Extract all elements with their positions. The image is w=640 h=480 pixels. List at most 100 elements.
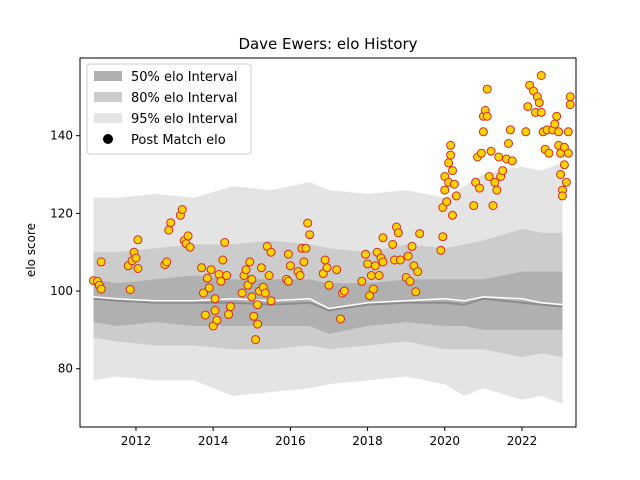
- x-tick-label: 2020: [429, 434, 460, 448]
- post-match-elo-point: [362, 250, 370, 258]
- post-match-elo-point: [238, 289, 246, 297]
- post-match-elo-point: [250, 312, 258, 320]
- post-match-elo-point: [304, 219, 312, 227]
- post-match-elo-point: [551, 120, 559, 128]
- post-match-elo-point: [306, 231, 314, 239]
- x-tick-label: 2014: [198, 434, 229, 448]
- post-match-elo-point: [246, 258, 254, 266]
- post-match-elo-point: [396, 256, 404, 264]
- legend: 50% elo Interval 80% elo Interval 95% elo …: [87, 64, 251, 154]
- post-match-elo-point: [404, 252, 412, 260]
- post-match-elo-point: [412, 288, 420, 296]
- post-match-elo-point: [358, 277, 366, 285]
- post-match-elo-point: [219, 256, 227, 264]
- post-match-elo-point: [452, 192, 460, 200]
- post-match-elo-point: [213, 316, 221, 324]
- legend-swatch: [94, 71, 122, 81]
- post-match-elo-point: [321, 256, 329, 264]
- x-tick-label: 2012: [121, 434, 152, 448]
- post-match-elo-point: [211, 295, 219, 303]
- legend-label: 50% elo Interval: [131, 70, 238, 85]
- post-match-elo-point: [126, 286, 134, 294]
- post-match-elo-point: [340, 287, 348, 295]
- post-match-elo-point: [499, 167, 507, 175]
- legend-label: 95% elo Interval: [131, 112, 238, 127]
- post-match-elo-point: [201, 311, 209, 319]
- post-match-elo-point: [447, 151, 455, 159]
- post-match-elo-point: [470, 202, 478, 210]
- x-tick-label: 2018: [352, 434, 383, 448]
- post-match-elo-point: [163, 258, 171, 266]
- post-match-elo-point: [559, 192, 567, 200]
- post-match-elo-point: [198, 264, 206, 272]
- legend-swatch: [94, 113, 122, 123]
- post-match-elo-point: [476, 184, 484, 192]
- post-match-elo-point: [300, 258, 308, 266]
- post-match-elo-point: [557, 171, 565, 179]
- post-match-elo-point: [493, 186, 501, 194]
- post-match-elo-point: [416, 230, 424, 238]
- post-match-elo-point: [225, 310, 233, 318]
- post-match-elo-point: [261, 289, 269, 297]
- post-match-elo-point: [132, 254, 140, 262]
- post-match-elo-point: [505, 140, 513, 148]
- y-axis-title: elo score: [24, 223, 38, 277]
- post-match-elo-point: [449, 167, 457, 175]
- post-match-elo-point: [483, 112, 491, 120]
- post-match-elo-point: [248, 275, 256, 283]
- x-tick-label: 2022: [507, 434, 538, 448]
- post-match-elo-point: [364, 260, 372, 268]
- post-match-elo-point: [437, 246, 445, 254]
- x-tick-label: 2016: [275, 434, 306, 448]
- post-match-elo-point: [450, 180, 458, 188]
- post-match-elo-point: [535, 99, 543, 107]
- post-match-elo-point: [555, 128, 563, 136]
- post-match-elo-point: [447, 141, 455, 149]
- post-match-elo-point: [394, 229, 402, 237]
- chart-title: Dave Ewers: elo History: [238, 35, 417, 53]
- post-match-elo-point: [553, 112, 561, 120]
- post-match-elo-point: [367, 272, 375, 280]
- post-match-elo-point: [445, 159, 453, 167]
- post-match-elo-point: [566, 101, 574, 109]
- post-match-elo-point: [97, 258, 105, 266]
- post-match-elo-point: [186, 243, 194, 251]
- post-match-elo-point: [286, 262, 294, 270]
- y-tick-label: 140: [50, 129, 73, 143]
- post-match-elo-point: [257, 264, 265, 272]
- post-match-elo-point: [97, 285, 105, 293]
- post-match-elo-point: [134, 236, 142, 244]
- post-match-elo-point: [487, 147, 495, 155]
- post-match-elo-point: [254, 320, 262, 328]
- post-match-elo-point: [537, 72, 545, 80]
- post-match-elo-point: [205, 284, 213, 292]
- post-match-elo-point: [134, 265, 142, 273]
- post-match-elo-point: [508, 157, 516, 165]
- post-match-elo-point: [371, 262, 379, 270]
- post-match-elo-point: [252, 336, 260, 344]
- y-tick-label: 80: [58, 362, 73, 376]
- post-match-elo-point: [211, 307, 219, 315]
- post-match-elo-point: [178, 206, 186, 214]
- post-match-elo-point: [296, 272, 304, 280]
- post-match-elo-point: [265, 272, 273, 280]
- post-match-elo-point: [408, 242, 416, 250]
- post-match-elo-point: [489, 202, 497, 210]
- post-match-elo-point: [560, 161, 568, 169]
- post-match-elo-point: [333, 266, 341, 274]
- legend-label: 80% elo Interval: [131, 91, 238, 106]
- post-match-elo-point: [562, 178, 570, 186]
- post-match-elo-point: [267, 297, 275, 305]
- legend-label: Post Match elo: [131, 133, 226, 148]
- post-match-elo-point: [223, 272, 231, 280]
- post-match-elo-point: [337, 315, 345, 323]
- post-match-elo-point: [207, 266, 215, 274]
- post-match-elo-point: [564, 149, 572, 157]
- post-match-elo-point: [479, 128, 487, 136]
- post-match-elo-point: [379, 258, 387, 266]
- legend-swatch: [94, 92, 122, 102]
- post-match-elo-point: [506, 126, 514, 134]
- post-match-elo-point: [389, 240, 397, 248]
- legend-marker: [103, 134, 113, 144]
